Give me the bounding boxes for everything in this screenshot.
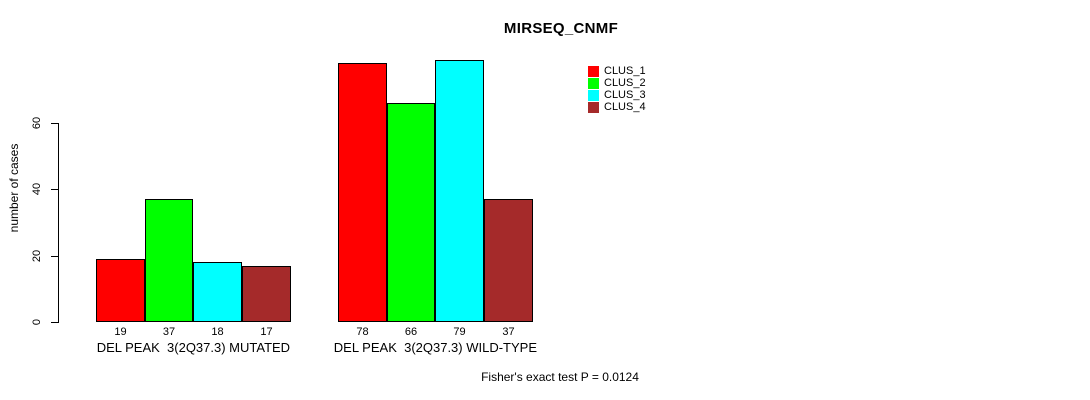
bar-value-label: 37 <box>502 326 515 338</box>
bar-clus_3 <box>193 262 242 322</box>
bar-value-label: 18 <box>211 326 224 338</box>
y-axis-tick <box>51 123 58 124</box>
legend-swatch-icon <box>588 66 599 77</box>
y-axis-tick <box>51 322 58 323</box>
bar-clus_1 <box>338 63 387 322</box>
bar-clus_2 <box>387 103 435 322</box>
legend-item: CLUS_3 <box>588 90 646 101</box>
bar-value-label: 66 <box>404 326 418 338</box>
y-axis-label: number of cases <box>7 143 21 233</box>
legend-swatch-icon <box>588 90 599 101</box>
legend-item: CLUS_1 <box>588 66 646 77</box>
bar-value-label: 78 <box>356 326 369 338</box>
y-axis-tick <box>51 189 58 190</box>
bar-value-label: 79 <box>453 326 466 338</box>
bar-clus_4 <box>484 199 533 322</box>
legend-swatch-icon <box>588 78 599 89</box>
bar-clus_1 <box>96 259 145 322</box>
bar-clus_3 <box>435 60 484 322</box>
legend-swatch-icon <box>588 102 599 113</box>
group-label: DEL PEAK 3(2Q37.3) WILD-TYPE <box>333 340 538 355</box>
legend-label: CLUS_2 <box>604 77 646 89</box>
legend-label: CLUS_1 <box>604 65 646 77</box>
bar-value-label: 17 <box>260 326 273 338</box>
y-axis-tick-label: 60 <box>31 116 43 130</box>
bar-value-label: 19 <box>114 326 127 338</box>
y-axis-tick-label: 40 <box>31 182 43 196</box>
legend-label: CLUS_3 <box>604 89 646 101</box>
y-axis-tick <box>51 256 58 257</box>
annotation-text: Fisher's exact test P = 0.0124 <box>481 370 639 384</box>
group-label: DEL PEAK 3(2Q37.3) MUTATED <box>96 340 291 355</box>
y-axis-tick-label: 20 <box>31 249 43 263</box>
legend-label: CLUS_4 <box>604 101 646 113</box>
chart-title: MIRSEQ_CNMF <box>503 20 619 37</box>
bar-value-label: 37 <box>162 326 176 338</box>
legend-item: CLUS_2 <box>588 78 646 89</box>
bar-clus_2 <box>145 199 193 322</box>
y-axis-tick-label: 0 <box>31 318 43 326</box>
y-axis-line <box>58 123 59 323</box>
legend-item: CLUS_4 <box>588 102 646 113</box>
bar-clus_4 <box>242 266 291 322</box>
